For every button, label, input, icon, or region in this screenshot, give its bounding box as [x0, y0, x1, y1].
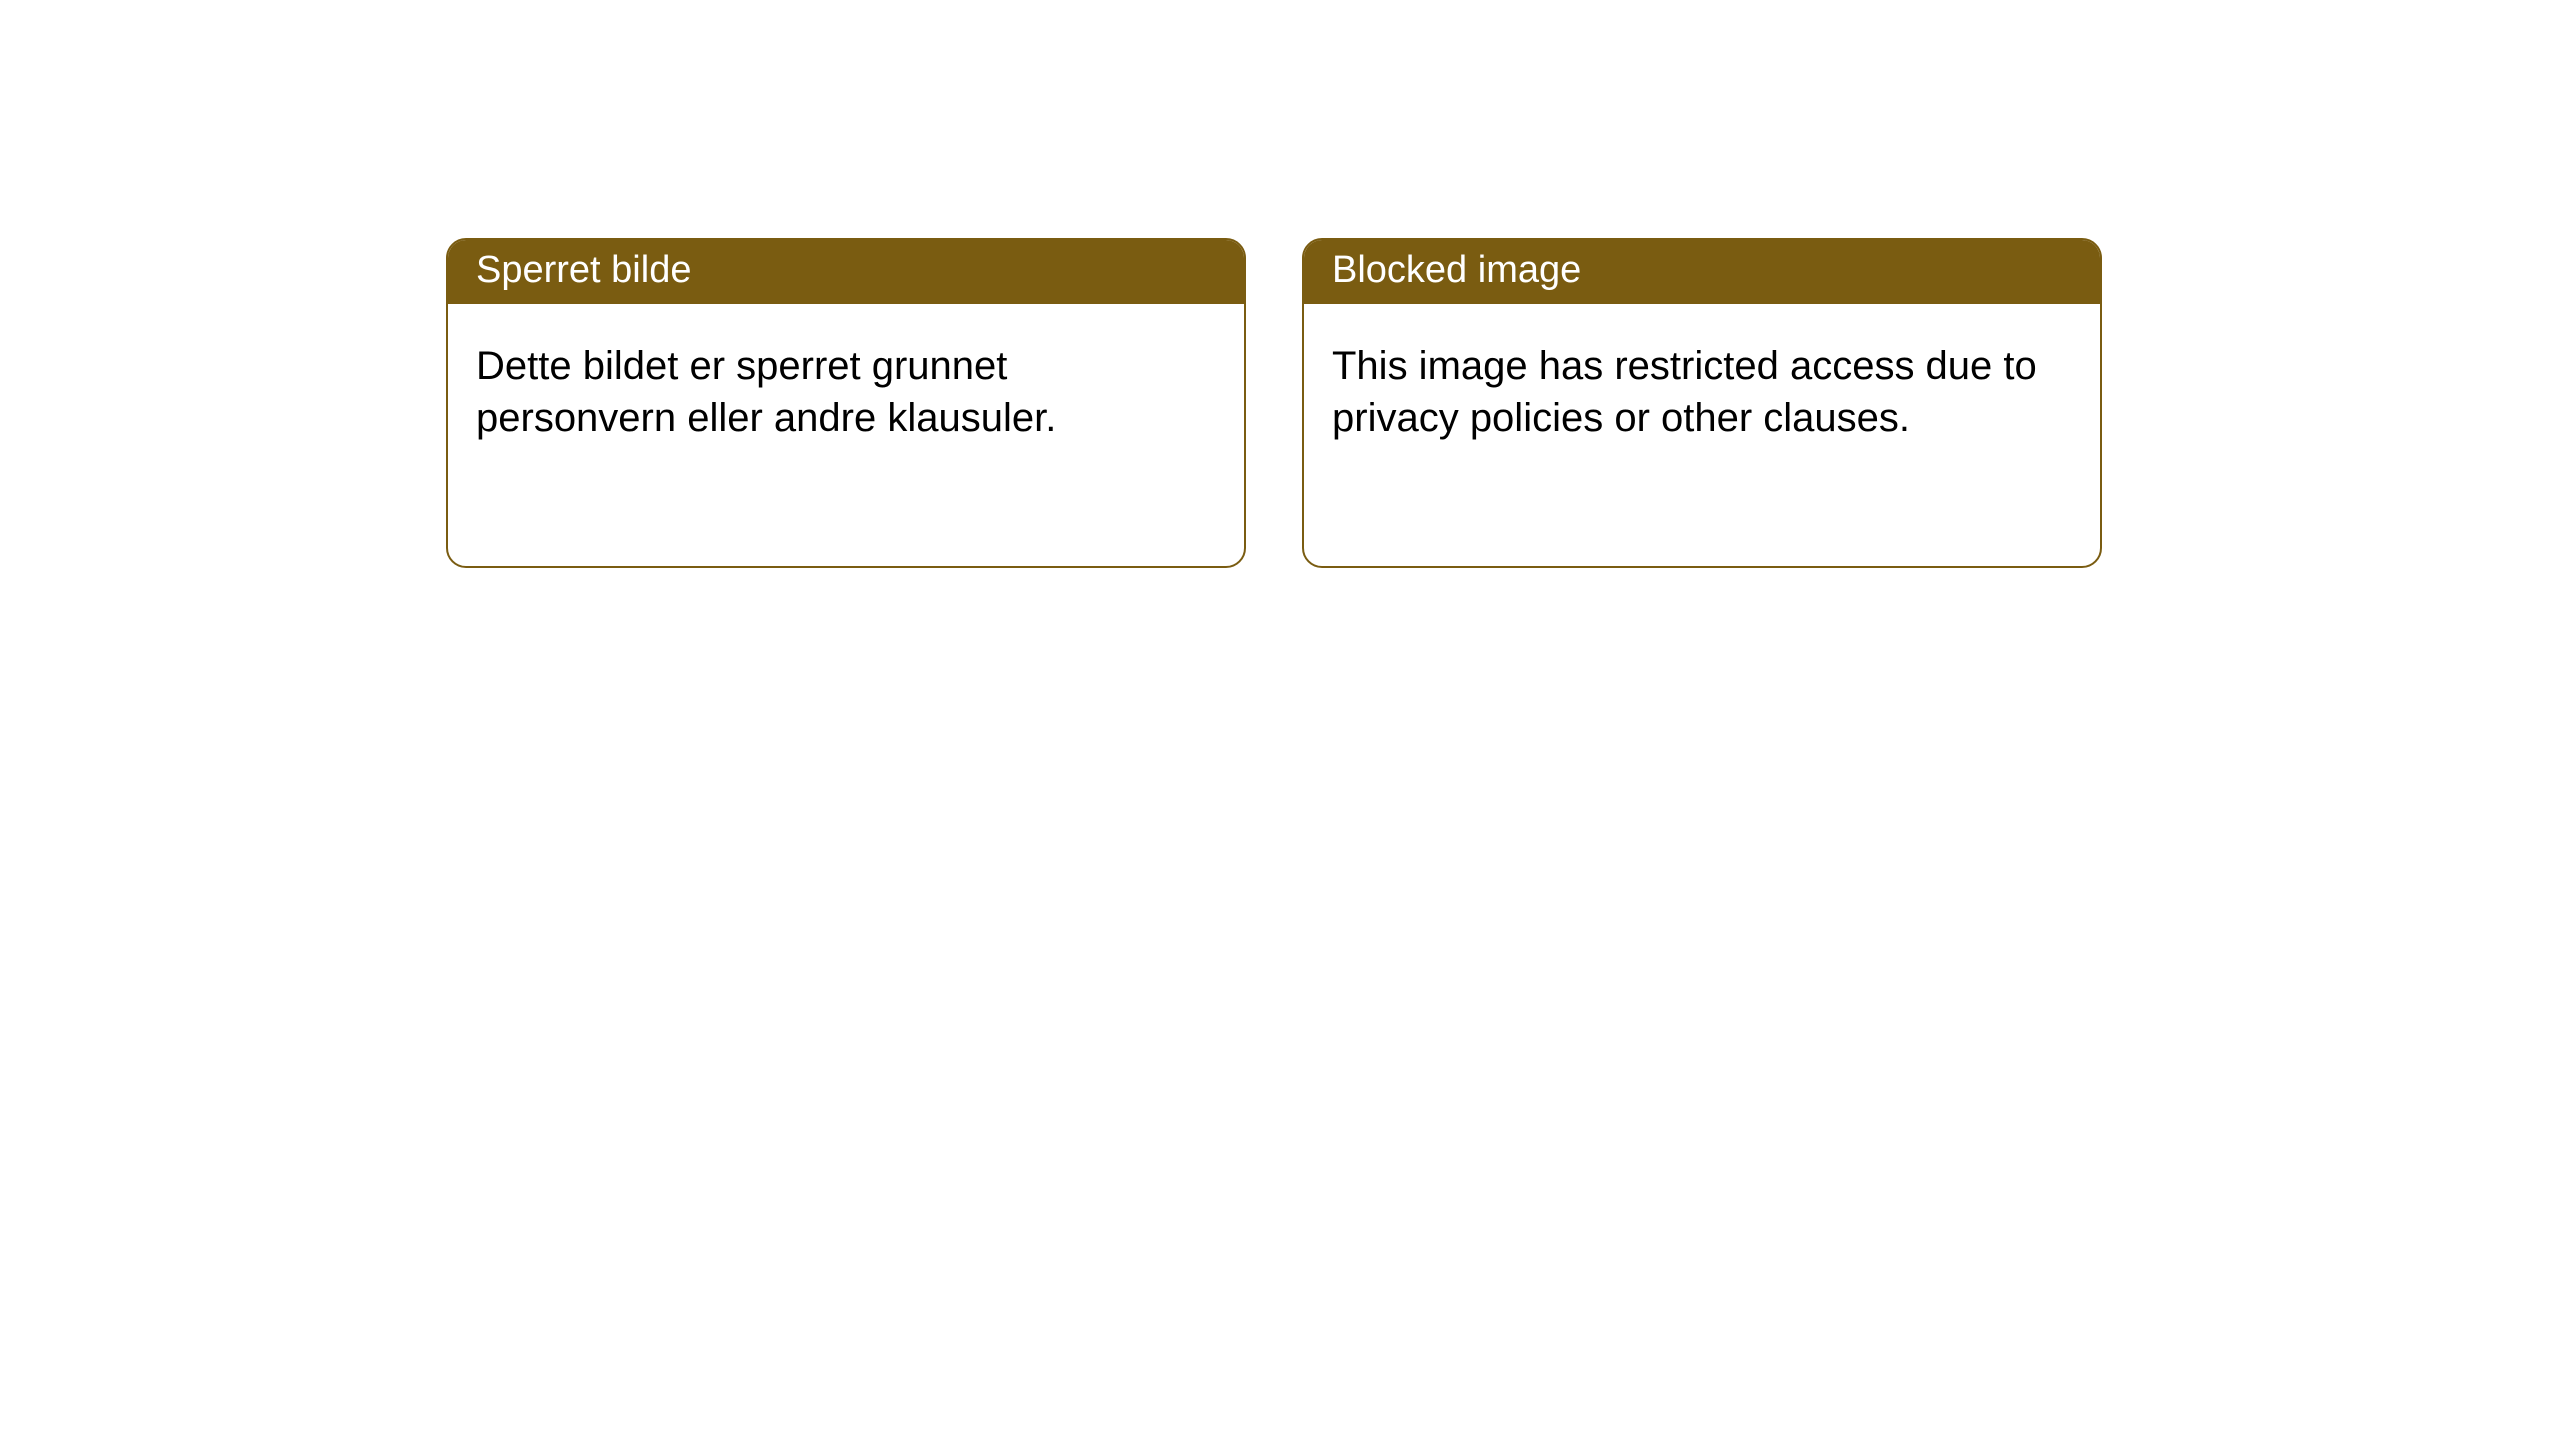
notice-cards-container: Sperret bilde Dette bildet er sperret gr… — [0, 0, 2560, 568]
notice-card-title: Blocked image — [1304, 240, 2100, 304]
notice-card-title: Sperret bilde — [448, 240, 1244, 304]
notice-card-body: This image has restricted access due to … — [1304, 304, 2100, 472]
notice-card-norwegian: Sperret bilde Dette bildet er sperret gr… — [446, 238, 1246, 568]
notice-card-body: Dette bildet er sperret grunnet personve… — [448, 304, 1244, 472]
notice-card-english: Blocked image This image has restricted … — [1302, 238, 2102, 568]
